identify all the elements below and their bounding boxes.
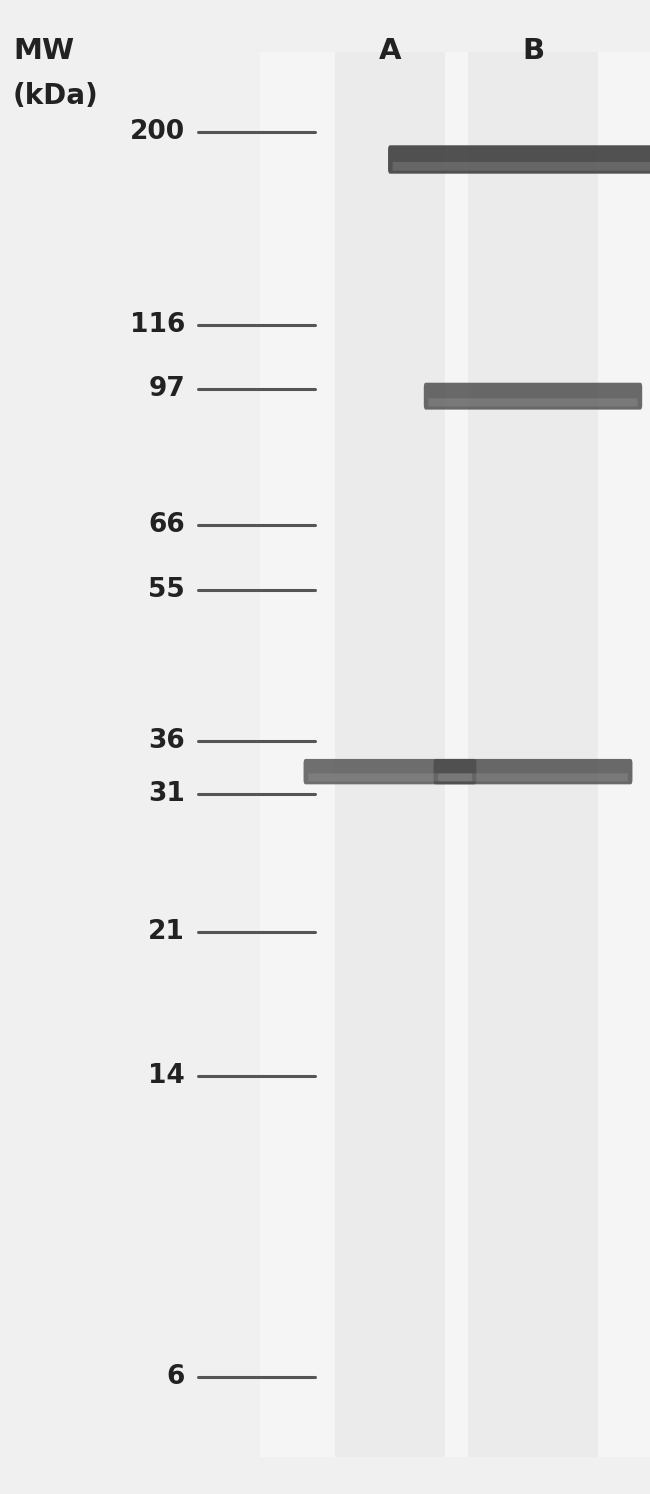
FancyBboxPatch shape <box>434 759 632 784</box>
FancyBboxPatch shape <box>308 774 472 781</box>
FancyBboxPatch shape <box>335 52 445 1457</box>
Text: 36: 36 <box>148 728 185 754</box>
FancyBboxPatch shape <box>304 759 476 784</box>
FancyBboxPatch shape <box>424 382 642 409</box>
Text: MW: MW <box>13 37 74 66</box>
FancyBboxPatch shape <box>468 52 598 1457</box>
Text: 21: 21 <box>148 919 185 946</box>
Text: B: B <box>522 37 544 66</box>
Text: 66: 66 <box>148 512 185 538</box>
Text: (kDa): (kDa) <box>13 82 99 111</box>
Text: 31: 31 <box>148 781 185 807</box>
FancyBboxPatch shape <box>393 161 650 170</box>
Text: 6: 6 <box>167 1364 185 1389</box>
Text: 97: 97 <box>148 376 185 402</box>
Text: 55: 55 <box>148 577 185 604</box>
Text: A: A <box>379 37 401 66</box>
Text: 200: 200 <box>130 120 185 145</box>
FancyBboxPatch shape <box>428 399 638 406</box>
FancyBboxPatch shape <box>438 774 628 781</box>
Text: 14: 14 <box>148 1064 185 1089</box>
FancyBboxPatch shape <box>388 145 650 173</box>
Text: 116: 116 <box>130 312 185 338</box>
FancyBboxPatch shape <box>260 52 650 1457</box>
